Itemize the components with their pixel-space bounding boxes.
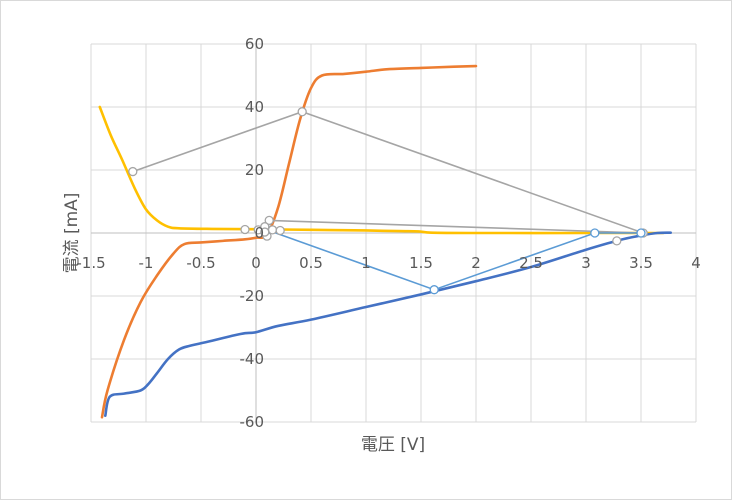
series-layer (98, 64, 672, 419)
x-tick-label: 3 (581, 254, 591, 272)
data-point (429, 285, 439, 295)
x-tick-label: 0.5 (299, 254, 323, 272)
x-tick-label: 0 (251, 254, 261, 272)
x-tick-label: 4 (691, 254, 701, 272)
x-tick-label: 1 (361, 254, 371, 272)
y-tick-label: 60 (245, 35, 264, 53)
x-tick-label: 3.5 (629, 254, 653, 272)
series-line-3 (132, 110, 644, 237)
gridlines (90, 43, 697, 423)
x-axis-title: 電圧 [V] (361, 435, 425, 455)
x-tick-label: -1 (139, 254, 154, 272)
data-point (612, 236, 622, 246)
data-point (590, 228, 600, 238)
tick-labels: -1.5 -1 -0.5 0 0.5 1 1.5 2 2.5 3 3.5 4 -60 -40 -20 0 20 4… (76, 35, 700, 431)
marker-layer (128, 107, 648, 295)
data-point (297, 107, 307, 117)
y-tick-label: 40 (245, 98, 264, 116)
series-line-2 (104, 231, 672, 417)
x-tick-label: -0.5 (186, 254, 215, 272)
data-point (275, 225, 285, 236)
x-tick-label: 2.5 (519, 254, 543, 272)
y-axis-title: 電流 [mA] (62, 193, 82, 274)
x-tick-label: 1.5 (409, 254, 433, 272)
data-point (264, 215, 274, 226)
data-point (267, 225, 278, 235)
y-tick-label: 20 (245, 161, 264, 179)
series-line-4 (266, 229, 641, 291)
series-line-0 (100, 64, 478, 419)
y-tick-label: -60 (240, 413, 265, 431)
data-point (128, 166, 138, 177)
data-point (240, 224, 250, 235)
x-tick-label: -1.5 (76, 254, 105, 272)
x-tick-label: 2 (471, 254, 481, 272)
data-point (260, 227, 270, 237)
y-tick-label: -40 (240, 350, 265, 368)
data-point (636, 228, 646, 238)
y-tick-label: 0 (254, 224, 264, 242)
y-tick-label: -20 (240, 287, 265, 305)
